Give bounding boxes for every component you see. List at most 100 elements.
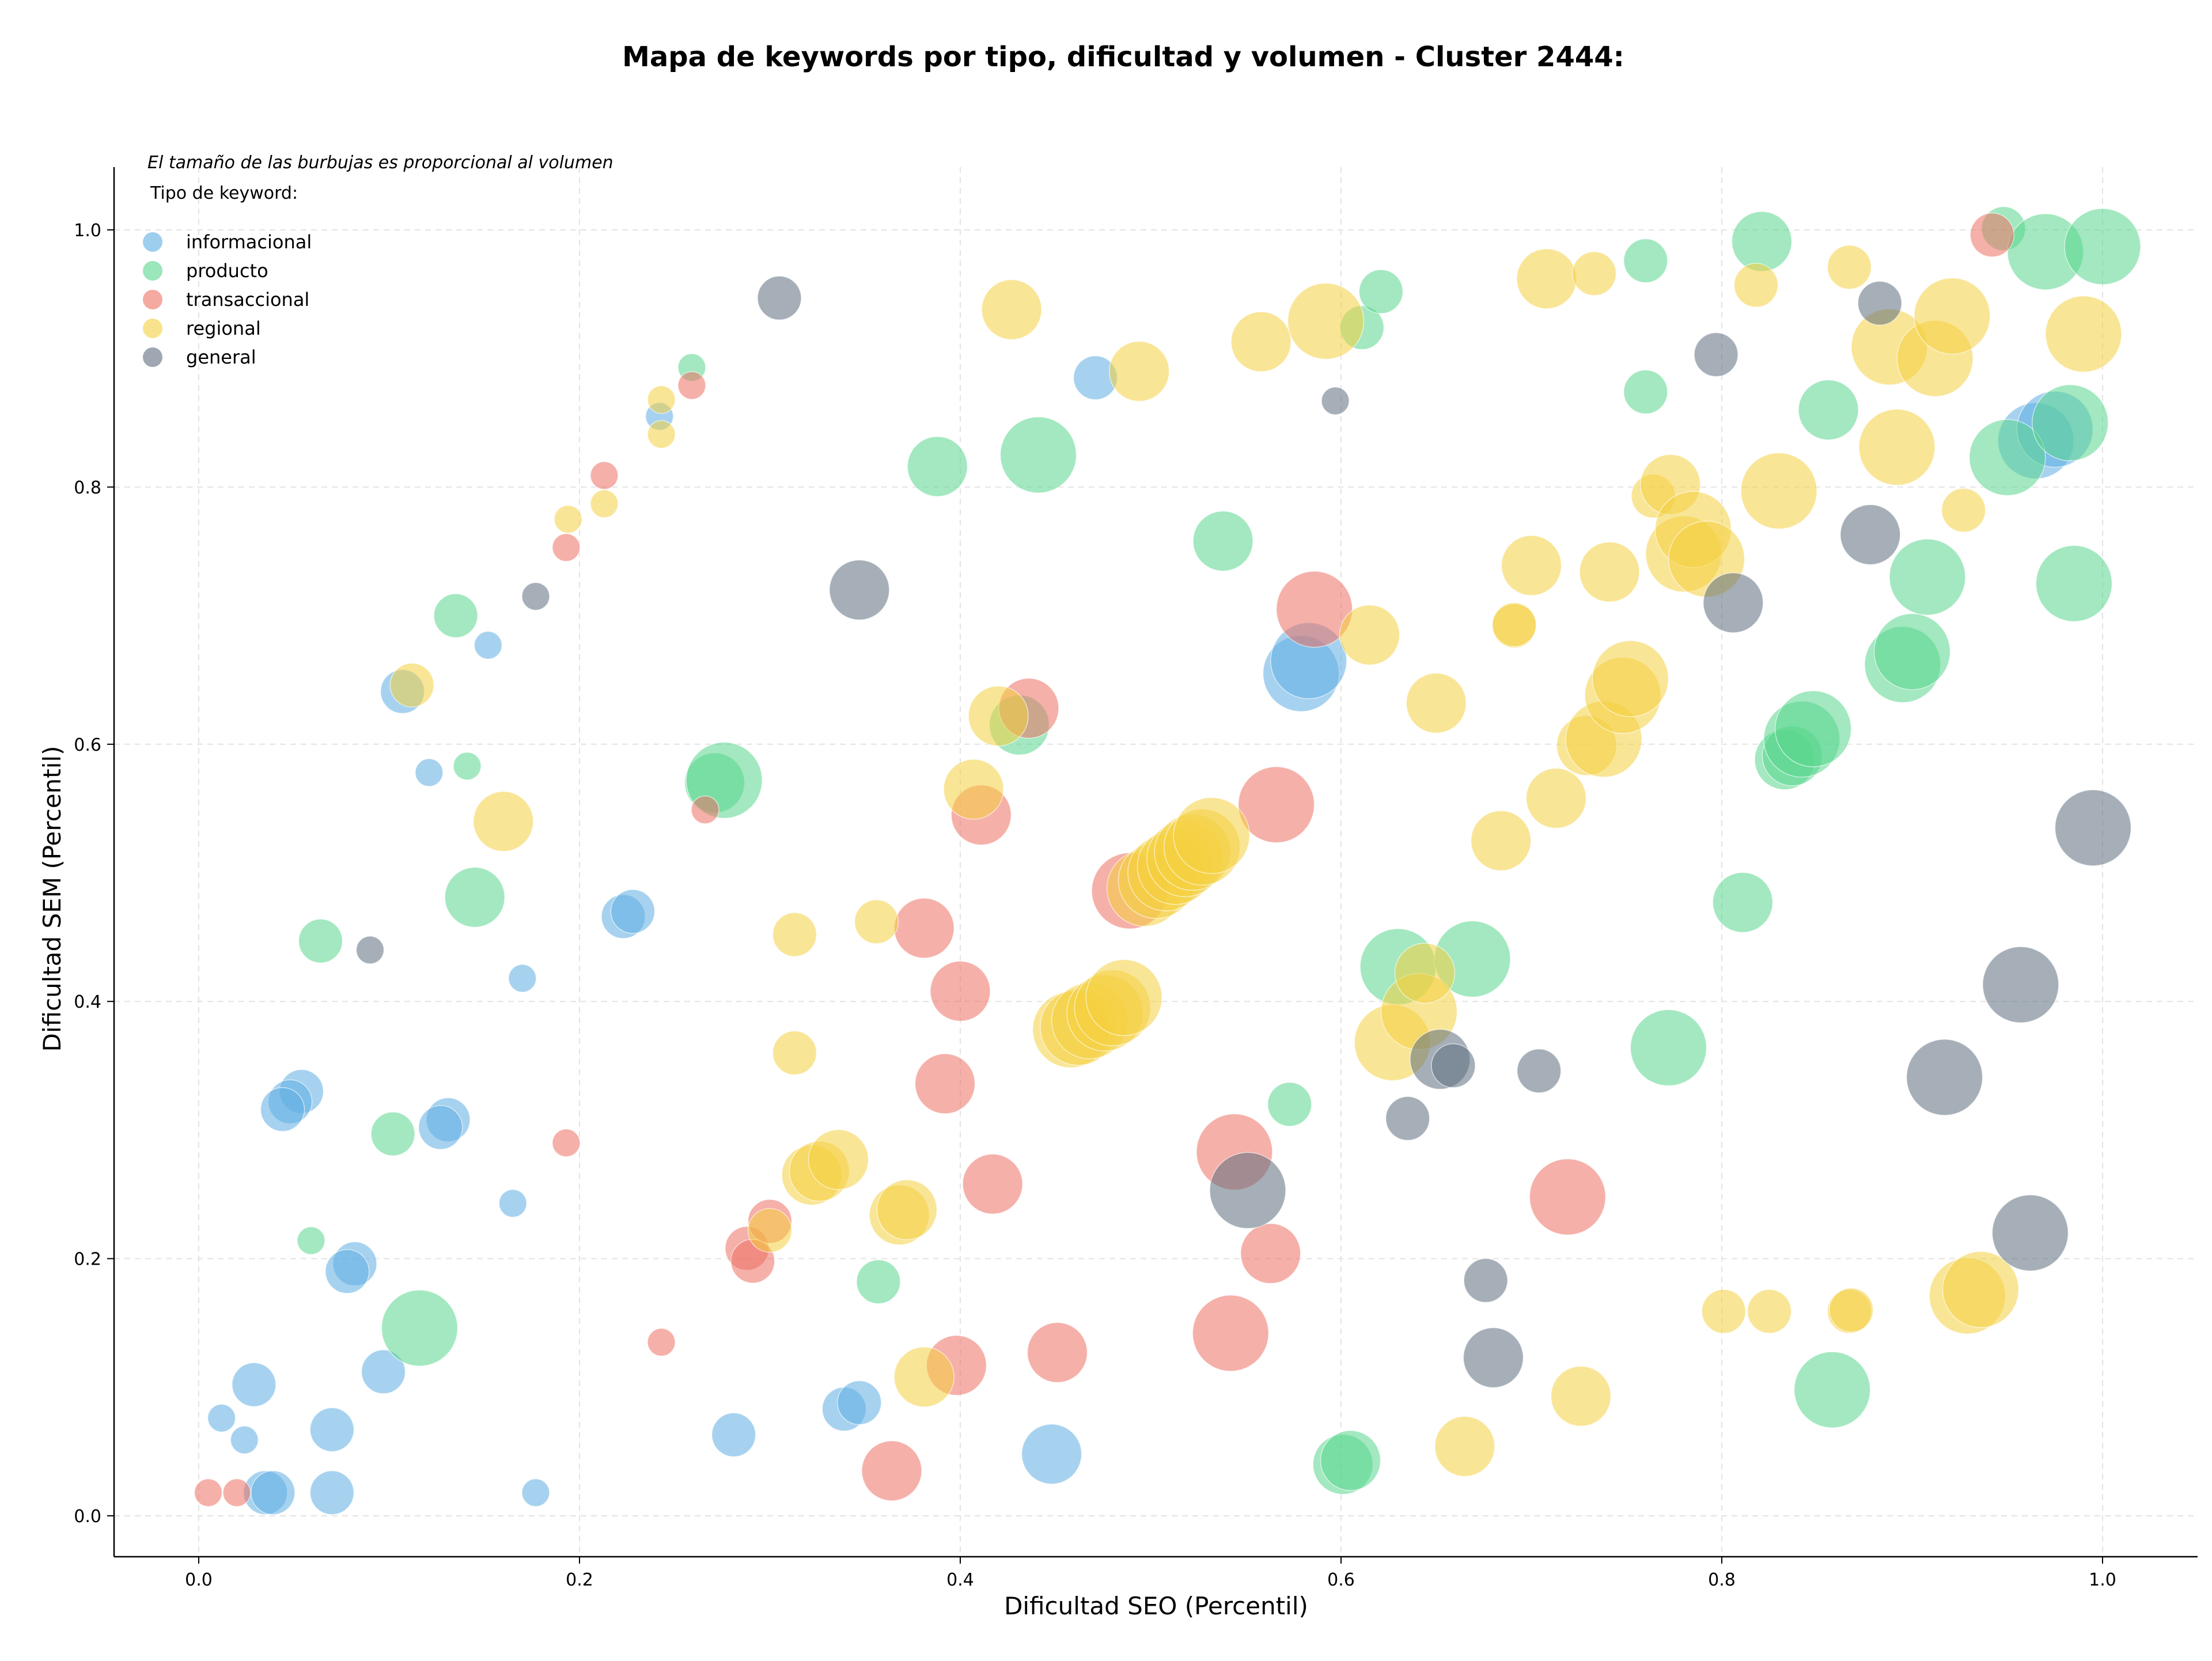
bubble-general <box>1385 1096 1430 1141</box>
bubble-regional <box>1941 487 1986 533</box>
y-tick-label: 0.4 <box>74 992 101 1012</box>
bubble-regional <box>1434 1416 1495 1477</box>
bubble-producto <box>999 416 1077 494</box>
chart-title: Mapa de keywords por tipo, dificultad y … <box>622 41 1624 73</box>
bubble-informacional <box>232 1362 276 1408</box>
bubble-regional <box>1701 1289 1747 1334</box>
bubble-regional <box>1470 810 1532 871</box>
bubble-transaccional <box>1192 1295 1270 1372</box>
bubble-producto <box>1798 379 1859 441</box>
bubble-producto <box>907 436 968 497</box>
legend-marker-producto <box>143 261 162 281</box>
bubble-regional <box>647 420 676 449</box>
bubble-general <box>1463 1327 1524 1388</box>
bubble-regional <box>2045 296 2122 373</box>
bubble-general <box>1321 387 1350 415</box>
bubble-regional <box>876 1179 938 1240</box>
axes: 0.0 0.2 0.4 0.6 0.8 1.0 0.0 0.2 0.4 0.6 0.8 1.0 <box>74 167 2198 1590</box>
bubble-regional <box>1747 1289 1792 1334</box>
legend-label-transaccional: transaccional <box>186 289 309 311</box>
bubble-producto <box>1793 1351 1871 1429</box>
bubble-regional <box>1740 452 1817 529</box>
bubble-transaccional <box>552 1128 581 1157</box>
bubble-producto <box>1774 690 1852 767</box>
bubble-regional <box>1914 277 1991 355</box>
bubble-producto <box>453 751 482 781</box>
bubble-informacional <box>610 889 656 934</box>
legend-label-producto: producto <box>186 260 268 282</box>
bubble-producto <box>1623 238 1668 283</box>
bubble-general <box>1857 281 1903 326</box>
bubble-producto <box>433 593 478 638</box>
bubble-general <box>2054 789 2132 867</box>
bubble-producto <box>856 1259 901 1304</box>
x-axis-label: Dificultad SEO (Percentil) <box>1004 1592 1308 1620</box>
bubble-transaccional <box>962 1153 1023 1214</box>
bubble-regional <box>1287 282 1365 360</box>
bubble-regional <box>893 1346 955 1408</box>
bubble-producto <box>370 1111 415 1156</box>
size-note: El tamaño de las burbujas es proporciona… <box>147 153 613 173</box>
bubble-regional <box>1516 248 1577 309</box>
legend-label-general: general <box>186 346 256 368</box>
bubble-regional <box>981 279 1042 340</box>
bubble-regional <box>1230 311 1291 372</box>
legend: El tamaño de las burbujas es proporciona… <box>143 153 613 368</box>
bubble-regional <box>1406 672 1467 734</box>
bubble-transaccional <box>1237 766 1315 843</box>
bubble-informacional <box>498 1189 528 1218</box>
bubble-regional <box>747 1208 793 1253</box>
bubble-regional <box>389 663 434 707</box>
bubble-producto <box>297 1226 325 1255</box>
bubble-transaccional <box>1529 1158 1607 1236</box>
bubble-general <box>1431 1043 1476 1088</box>
bubble-informacional <box>251 1470 296 1515</box>
bubble-producto <box>1358 269 1404 314</box>
bubble-transaccional <box>590 461 619 490</box>
x-tick-label: 0.2 <box>566 1570 593 1590</box>
bubble-general <box>757 275 802 321</box>
bubble-producto <box>1192 510 1253 572</box>
bubble-regional <box>1085 959 1162 1036</box>
bubble-transaccional <box>1240 1223 1301 1284</box>
bubble-regional <box>1108 340 1170 402</box>
y-tick-label: 0.0 <box>74 1507 101 1527</box>
bubble-regional <box>554 505 582 534</box>
bubble-producto <box>444 867 505 928</box>
bubble-regional <box>772 1030 817 1076</box>
bubble-regional <box>1339 604 1400 665</box>
bubble-regional <box>1827 244 1872 290</box>
bubble-informacional <box>309 1470 355 1515</box>
bubble-informacional <box>418 1105 463 1150</box>
x-tick-label: 1.0 <box>2089 1570 2116 1590</box>
bubble-informacional <box>521 1478 550 1507</box>
bubble-general <box>1516 1048 1562 1094</box>
bubble-transaccional <box>861 1440 922 1501</box>
bubble-regional <box>1579 541 1640 603</box>
bubble-regional <box>1942 1251 2020 1328</box>
bubble-informacional <box>474 631 503 660</box>
x-tick-label: 0.6 <box>1327 1570 1355 1590</box>
bubble-general <box>1209 1152 1286 1229</box>
bubble-regional <box>1550 1365 1612 1427</box>
bubble-informacional <box>260 1087 305 1132</box>
bubble-general <box>1991 1194 2069 1272</box>
bubble-general <box>1463 1258 1508 1303</box>
bubble-regional <box>1858 408 1936 486</box>
legend-marker-informacional <box>143 232 162 252</box>
y-axis-label: Dificultad SEM (Percentil) <box>38 746 66 1052</box>
legend-title: Tipo de keyword: <box>150 183 298 203</box>
bubble-producto <box>2035 545 2113 622</box>
bubble-transaccional <box>552 533 581 562</box>
bubble-regional <box>1492 602 1537 647</box>
bubble-regional <box>943 759 1004 820</box>
bubble-general <box>1694 332 1738 377</box>
bubble-informacional <box>361 1349 406 1394</box>
bubble-regional <box>808 1129 869 1190</box>
bubble-transaccional <box>647 1327 676 1357</box>
bubble-regional <box>473 790 534 852</box>
bubble-regional <box>1733 263 1779 308</box>
bubble-transaccional <box>222 1478 251 1507</box>
bubble-regional <box>772 912 817 957</box>
legend-label-informacional: informacional <box>186 231 312 253</box>
